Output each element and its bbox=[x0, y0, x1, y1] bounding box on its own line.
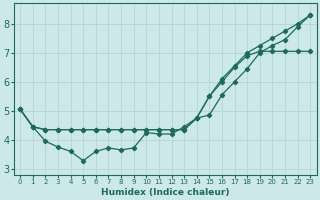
X-axis label: Humidex (Indice chaleur): Humidex (Indice chaleur) bbox=[101, 188, 229, 197]
